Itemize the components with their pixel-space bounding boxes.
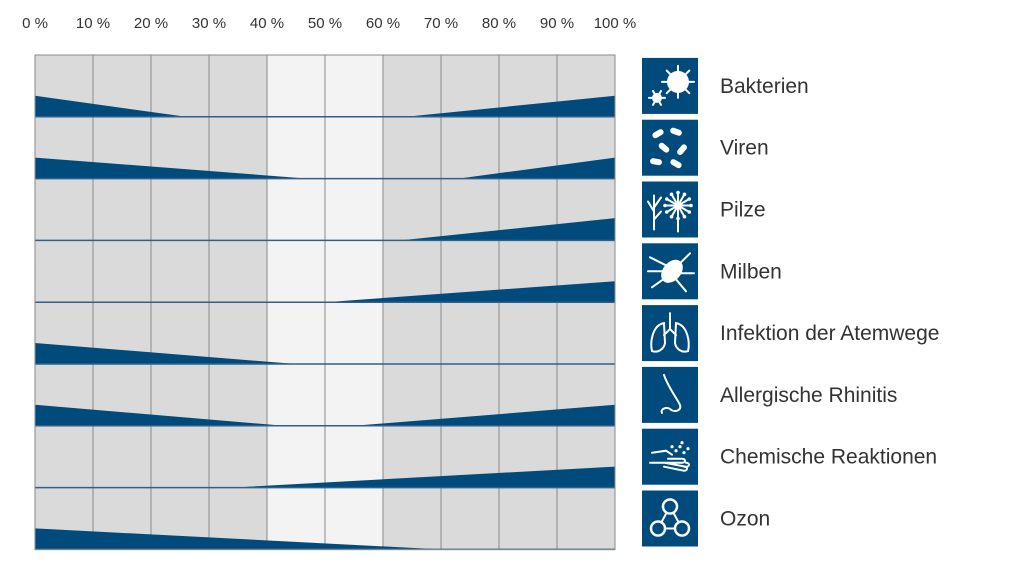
virus-icon [642, 119, 698, 176]
x-tick-label: 10 % [76, 15, 110, 32]
chart-row [35, 157, 615, 180]
row-label: Pilze [720, 199, 766, 222]
x-tick-label: 60 % [366, 15, 400, 32]
hand-icon [642, 428, 698, 485]
row-label: Milben [720, 260, 782, 283]
chart-row [35, 404, 615, 427]
chart-row [35, 466, 615, 489]
fungi-icon [642, 181, 698, 238]
x-tick-label: 90 % [540, 15, 574, 32]
risk-wedge-low-humidity [35, 95, 186, 117]
risk-wedge-high-humidity [458, 157, 615, 179]
row-label: Viren [720, 137, 769, 160]
bacteria-icon [642, 57, 698, 114]
chart-row [35, 281, 615, 303]
risk-wedge-high-humidity [406, 95, 615, 117]
x-tick-label: 100 % [594, 15, 637, 32]
row-label: Infektion der Atemwege [720, 322, 939, 345]
x-tick-label: 80 % [482, 15, 516, 32]
x-tick-label: 20 % [134, 15, 168, 32]
row-label: Bakterien [720, 75, 809, 98]
x-tick-label: 0 % [22, 15, 48, 32]
risk-wedge-high-humidity [325, 281, 615, 303]
row-label: Chemische Reaktionen [720, 446, 937, 469]
nose-icon [642, 366, 698, 423]
x-tick-label: 70 % [424, 15, 458, 32]
x-tick-label: 50 % [308, 15, 342, 32]
x-tick-label: 30 % [192, 15, 226, 32]
risk-wedge-low-humidity [35, 404, 285, 426]
chart-row [35, 95, 615, 118]
ozone-molecule-icon [642, 490, 698, 547]
mite-icon [642, 243, 698, 300]
x-tick-label: 40 % [250, 15, 284, 32]
chart-row [35, 218, 615, 242]
risk-wedge-low-humidity [35, 342, 296, 364]
risk-wedge-high-humidity [354, 404, 615, 426]
risk-wedge-low-humidity [35, 528, 441, 550]
risk-wedge-high-humidity [400, 218, 615, 241]
lungs-icon [642, 305, 698, 362]
row-label: Allergische Rhinitis [720, 384, 897, 407]
risk-wedge-low-humidity [35, 157, 308, 179]
row-label: Ozon [720, 508, 770, 531]
chart-row [35, 342, 615, 365]
plot-frame [34, 54, 616, 550]
risk-wedge-high-humidity [232, 466, 615, 488]
